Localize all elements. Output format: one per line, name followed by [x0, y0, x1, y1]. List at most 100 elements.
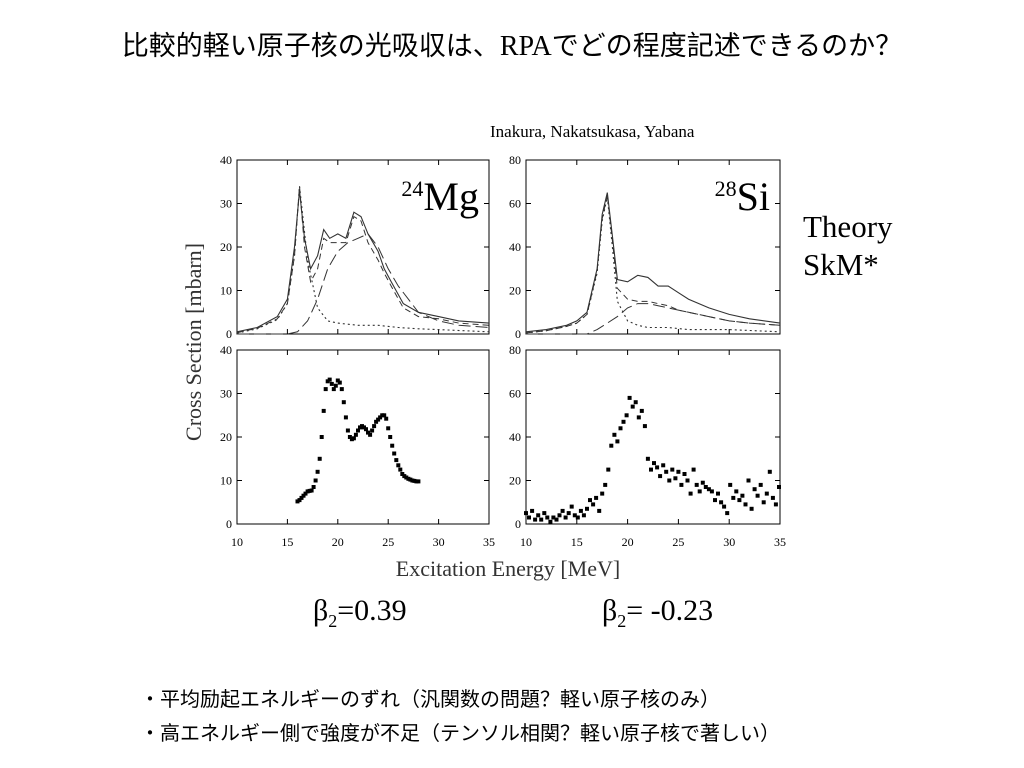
data-point [767, 469, 772, 474]
y-tick-label: 40 [509, 240, 521, 254]
data-point [709, 489, 714, 494]
nucleus-label: 24Mg [401, 174, 479, 219]
theory-label-line2: SkM* [803, 247, 879, 282]
x-tick-label: 35 [483, 535, 495, 549]
data-point [682, 472, 687, 476]
data-point [315, 469, 320, 474]
panel-frame [525, 349, 781, 525]
data-point [697, 489, 702, 494]
data-point [545, 515, 550, 520]
theory-curve-solid [525, 192, 781, 333]
data-point [737, 498, 742, 503]
data-point [299, 495, 304, 500]
data-point [368, 432, 373, 437]
data-point [337, 380, 342, 385]
data-point [691, 467, 696, 472]
data-point [353, 432, 358, 437]
data-point [398, 467, 403, 472]
data-point [527, 515, 531, 520]
data-point [319, 435, 324, 439]
data-point [725, 511, 730, 516]
x-tick-label: 10 [231, 535, 243, 549]
y-tick-label: 30 [220, 387, 232, 401]
x-tick-label: 10 [520, 535, 532, 549]
data-point [627, 395, 632, 400]
data-point [728, 482, 733, 487]
x-tick-label: 15 [571, 535, 583, 549]
y-tick-label: 20 [220, 240, 232, 254]
x-tick-label: 30 [723, 535, 735, 549]
data-point [703, 485, 708, 489]
data-point [388, 435, 393, 439]
y-tick-label: 0 [226, 517, 232, 531]
data-point [551, 515, 556, 520]
theory-curve-solid [236, 190, 490, 333]
data-point [581, 513, 586, 518]
data-point [588, 498, 592, 503]
theory-curve-long-dash [526, 303, 781, 335]
data-point [372, 424, 377, 429]
data-point [603, 482, 608, 487]
x-tick-label: 30 [433, 535, 445, 549]
theory-label: Theory SkM* [803, 208, 893, 284]
y-tick-label: 20 [509, 474, 521, 488]
data-point [364, 427, 368, 432]
beta-si: β2= -0.23 [602, 594, 714, 631]
data-point [386, 426, 391, 431]
data-point [761, 500, 766, 505]
data-point [612, 432, 617, 437]
data-point [731, 495, 736, 500]
data-point [533, 517, 538, 522]
data-point [770, 495, 775, 500]
data-point [309, 488, 314, 493]
y-tick-label: 30 [220, 197, 232, 211]
data-point [317, 456, 322, 461]
data-point [621, 419, 626, 424]
data-point [630, 404, 635, 409]
data-point [633, 400, 638, 405]
x-axis-label: Excitation Energy [MeV] [396, 556, 620, 581]
data-point [333, 383, 338, 388]
data-point [563, 515, 568, 520]
data-point [752, 487, 757, 492]
data-point [594, 495, 599, 500]
data-point [378, 415, 383, 420]
x-tick-label: 35 [774, 535, 786, 549]
x-tick-label: 25 [382, 535, 394, 549]
data-point [370, 428, 375, 433]
data-point [655, 465, 660, 470]
data-point [578, 508, 583, 513]
data-point [539, 517, 544, 522]
data-point [347, 435, 352, 439]
y-tick-label: 0 [515, 517, 521, 531]
y-tick-label: 80 [509, 153, 521, 167]
beta-mg: β2=0.39 [313, 594, 407, 631]
data-point [734, 489, 739, 494]
data-point [575, 515, 580, 520]
data-point [609, 443, 614, 448]
theory-curve-dotted [525, 196, 781, 334]
data-point [366, 430, 370, 435]
data-point [297, 498, 302, 503]
data-point [740, 493, 745, 498]
data-point [597, 508, 602, 513]
data-point [673, 476, 678, 481]
data-point [661, 463, 666, 468]
data-point [649, 467, 653, 472]
y-axis-label: Cross Section [mbarn] [181, 243, 206, 441]
bullet-list: ・平均励起エネルギーのずれ（汎関数の問題？軽い原子核のみ） ・高エネルギー側で強… [140, 682, 780, 750]
data-point [642, 424, 647, 429]
data-point [746, 478, 751, 483]
data-point [400, 472, 405, 476]
data-point [301, 493, 306, 498]
y-tick-label: 60 [509, 197, 521, 211]
data-point [345, 428, 350, 433]
data-point [382, 413, 387, 418]
x-tick-label: 15 [281, 535, 293, 549]
data-point [679, 482, 684, 487]
data-point [303, 491, 308, 496]
data-point [313, 478, 318, 483]
theory-curve-dotted [236, 186, 490, 334]
x-tick-label: 20 [622, 535, 634, 549]
